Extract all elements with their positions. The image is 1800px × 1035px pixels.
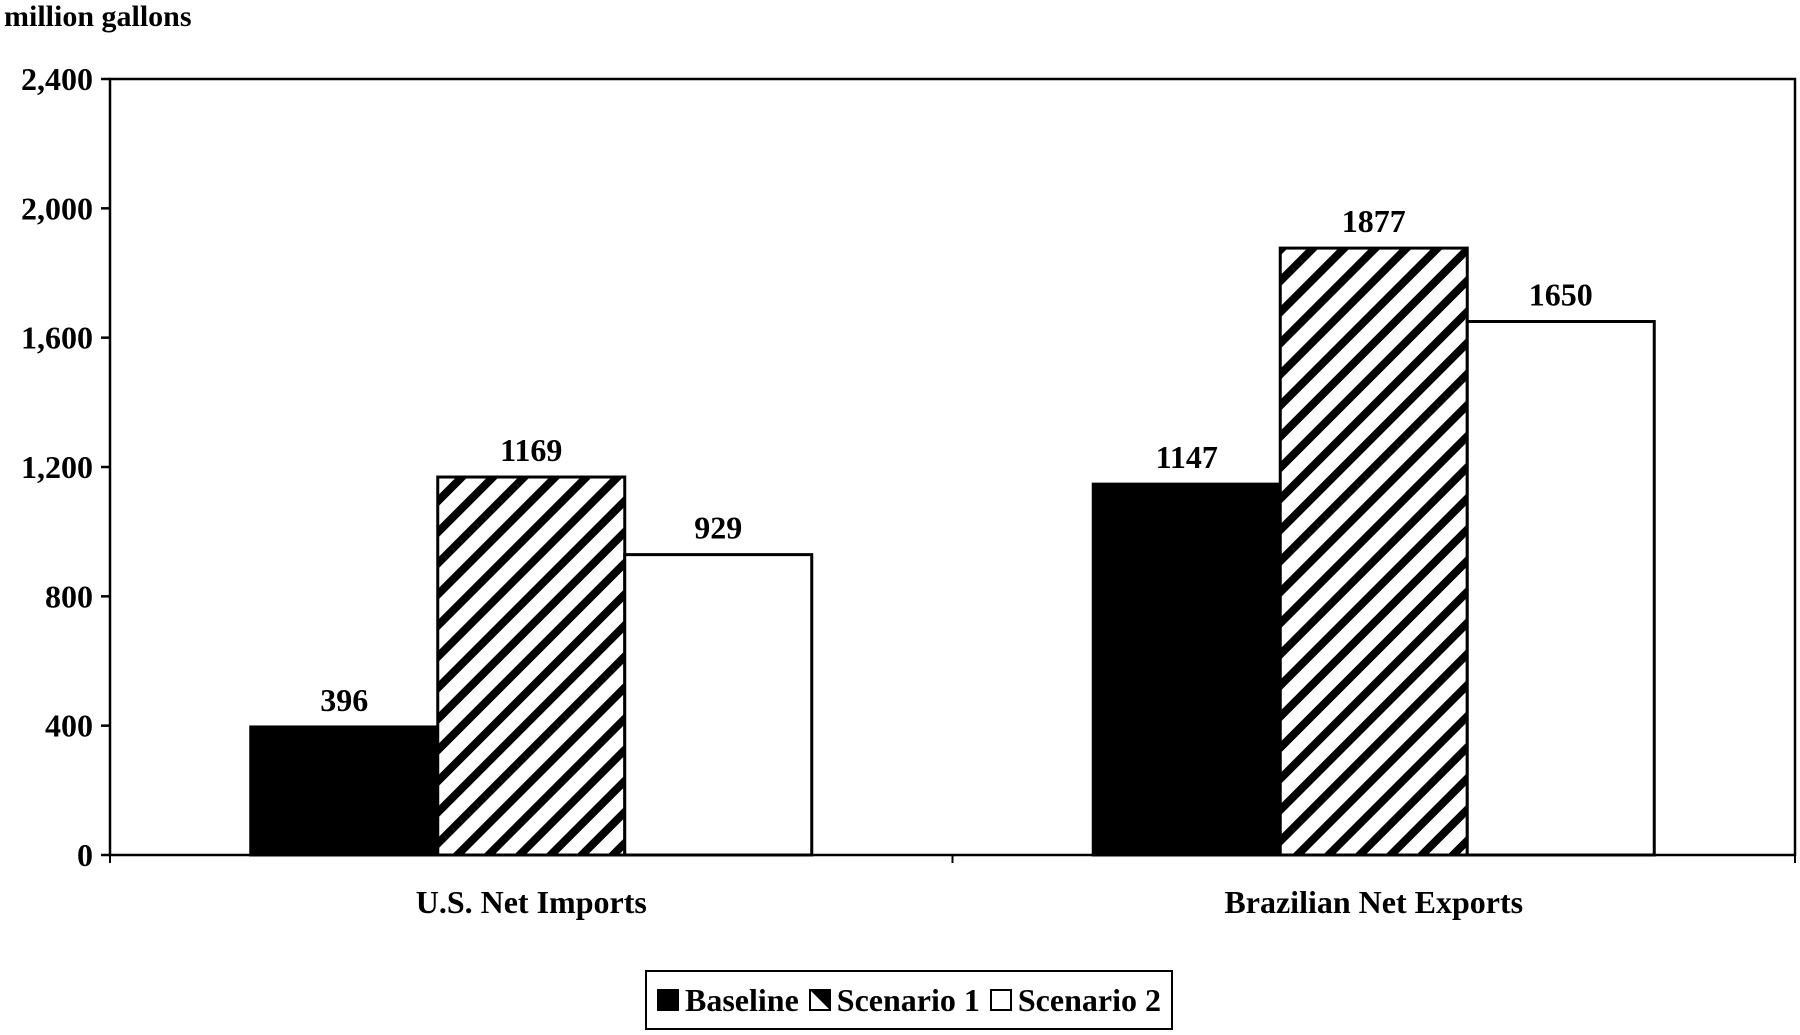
legend-swatch-scenario-1 — [808, 989, 831, 1011]
data-label: 396 — [320, 682, 368, 718]
y-tick-label: 1,600 — [21, 320, 93, 356]
data-label: 1169 — [500, 432, 562, 468]
bar-scenario-1-brazilian-net-exports — [1278, 246, 1469, 857]
y-tick-label: 1,200 — [21, 449, 93, 485]
y-tick-label: 2,400 — [21, 61, 93, 97]
bar-scenario-2-brazilian-net-exports — [1465, 320, 1656, 857]
legend-swatch-scenario-2 — [989, 989, 1012, 1011]
bar-baseline-brazilian-net-exports — [1091, 482, 1282, 857]
bar-scenario-2-us-net-imports — [623, 553, 814, 857]
y-tick-label: 2,000 — [21, 190, 93, 226]
data-label: 929 — [694, 510, 742, 546]
data-label: 1650 — [1529, 277, 1593, 313]
x-category-label: Brazilian Net Exports — [1224, 884, 1523, 920]
y-tick-label: 800 — [45, 578, 93, 614]
legend-item-baseline: Baseline — [657, 982, 799, 1019]
legend-label-scenario-1: Scenario 1 — [836, 981, 980, 1018]
legend-item-scenario-2: Scenario 2 — [989, 981, 1161, 1019]
legend-label-scenario-2: Scenario 2 — [1017, 981, 1161, 1018]
y-tick-label: 0 — [77, 837, 93, 873]
x-category-label: U.S. Net Imports — [416, 884, 647, 920]
legend-swatch-baseline — [657, 989, 679, 1011]
data-label: 1877 — [1342, 203, 1406, 239]
legend-label-baseline: Baseline — [685, 981, 799, 1018]
y-tick-label: 400 — [45, 708, 93, 744]
y-axis-label: million gallons — [4, 0, 192, 33]
legend: Baseline Scenario 1 Scenario 2 — [645, 970, 1173, 1030]
bar-scenario-1-us-net-imports — [436, 475, 627, 857]
bar-baseline-us-net-imports — [249, 725, 440, 857]
data-label: 1147 — [1156, 439, 1218, 475]
legend-item-scenario-1: Scenario 1 — [808, 981, 980, 1019]
